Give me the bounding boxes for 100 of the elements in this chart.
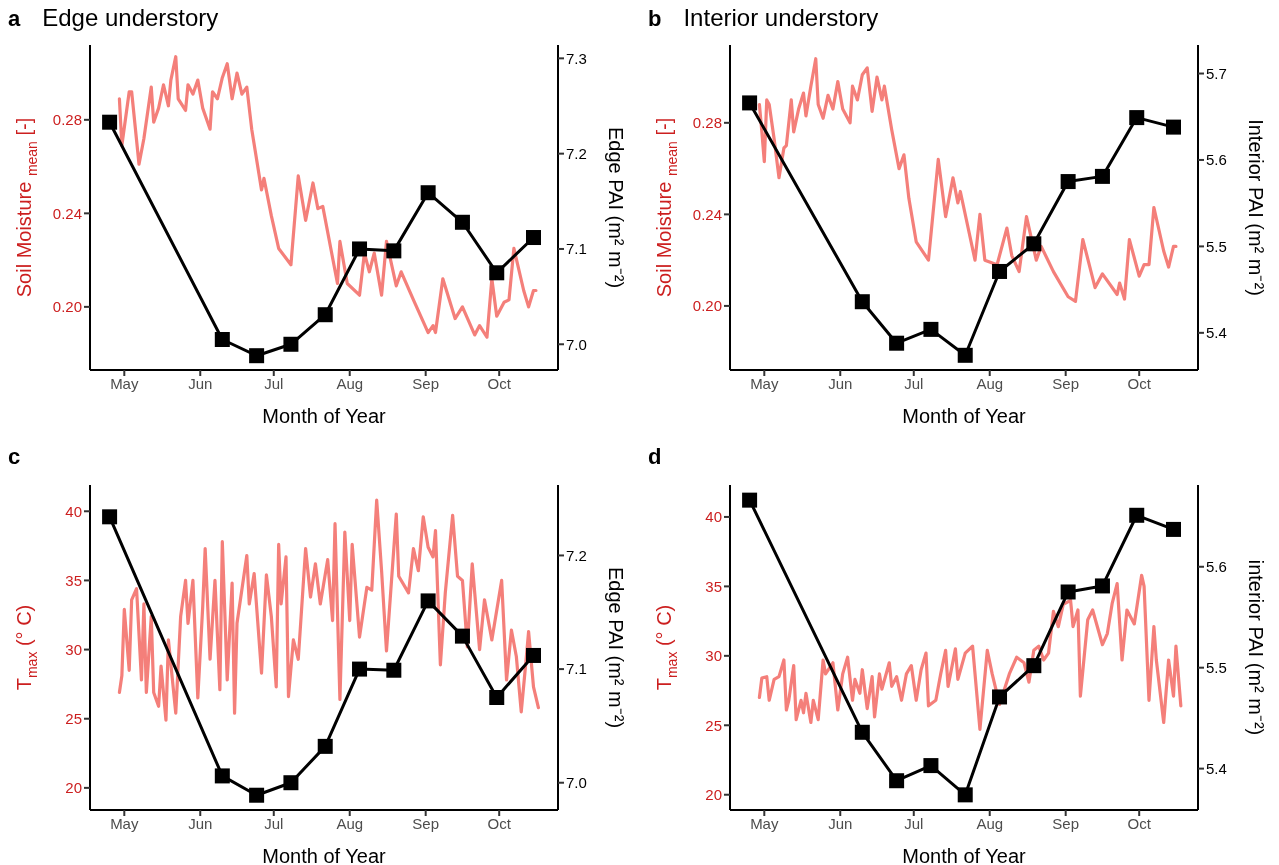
point (957, 347, 973, 363)
text: d (648, 444, 662, 470)
x-tick-label: Oct (487, 374, 512, 392)
point (1129, 110, 1145, 126)
y2-tick-label: 5.6 (1206, 151, 1227, 169)
point (1166, 119, 1181, 135)
x-tick-label: Sep (412, 814, 440, 832)
y-tick-label: 25 (65, 710, 82, 728)
x-tick-label: Jun (828, 814, 853, 832)
point (1060, 584, 1076, 600)
y-tick-label: 30 (705, 647, 722, 665)
point (889, 335, 905, 351)
point (489, 265, 505, 281)
y2-tick-label: 5.4 (1206, 324, 1227, 342)
text: b (648, 6, 662, 32)
y2-tick-label: 7.2 (566, 144, 587, 162)
text: a (8, 6, 21, 32)
point (854, 294, 870, 310)
y-tick-label: 40 (705, 508, 722, 526)
x-axis-title: Month of Year (902, 845, 1027, 865)
chart-title: Edge understory (42, 4, 219, 32)
x-tick-label: Jun (188, 814, 213, 832)
y2-tick-label: 7.1 (566, 660, 587, 678)
y-tick-label: 20 (705, 786, 722, 804)
point (489, 690, 505, 705)
x-tick-label: May (750, 374, 779, 392)
point (1026, 658, 1042, 674)
y2-tick-label: 5.7 (1206, 64, 1227, 82)
x-tick-label: Jul (264, 374, 284, 392)
point (214, 332, 230, 347)
point (249, 787, 265, 803)
point (386, 662, 402, 678)
point (957, 787, 973, 803)
y2-tick-label: 7.0 (566, 774, 587, 792)
x-tick-label: May (110, 814, 139, 832)
y-tick-label: 0.28 (692, 114, 722, 132)
x-tick-label: Jun (188, 374, 213, 392)
x-tick-label: Aug (336, 814, 364, 832)
text: c (8, 444, 21, 470)
point (923, 758, 939, 774)
x-tick-label: Aug (976, 374, 1004, 392)
point (317, 307, 333, 323)
point (992, 689, 1008, 705)
x-axis-title: Month of Year (262, 845, 387, 865)
point (1026, 236, 1042, 252)
point (992, 263, 1008, 279)
y2-tick-label: 5.4 (1206, 759, 1227, 777)
point (742, 492, 758, 508)
y-tick-label: 0.20 (692, 297, 722, 315)
y-tick-label: 0.24 (692, 205, 722, 223)
x-tick-label: Jul (904, 814, 924, 832)
y-tick-label: 35 (65, 571, 82, 589)
y2-axis-title: Edge PAI (m² m⁻²) (605, 566, 627, 729)
x-tick-label: May (750, 814, 779, 832)
y2-axis-title: interior PAI (m² m⁻²) (1245, 559, 1267, 736)
y-tick-label: 25 (705, 716, 722, 734)
chart-title: Interior understory (683, 4, 879, 32)
y2-tick-label: 7.2 (566, 546, 587, 564)
y2-tick-label: 5.5 (1206, 237, 1227, 255)
point (526, 230, 541, 246)
point (102, 509, 118, 525)
point (526, 647, 541, 663)
point (420, 593, 436, 609)
line-series (757, 573, 1183, 732)
x-tick-label: Oct (487, 814, 512, 832)
x-tick-label: Sep (1052, 814, 1080, 832)
x-tick-label: Jun (828, 374, 853, 392)
y-tick-label: 35 (705, 577, 722, 595)
x-tick-label: Jul (264, 814, 284, 832)
y-tick-label: 20 (65, 779, 82, 797)
y2-axis-title: Edge PAI (m² m⁻²) (605, 126, 627, 289)
line-series (117, 55, 538, 339)
point (249, 348, 265, 364)
y2-axis-title: Interior PAI (m² m⁻²) (1245, 119, 1267, 296)
point (102, 114, 118, 130)
point (1060, 174, 1076, 190)
x-tick-label: May (110, 374, 139, 392)
point (1166, 521, 1181, 537)
y2-tick-label: 5.6 (1206, 558, 1227, 576)
point (889, 773, 905, 789)
x-tick-label: Oct (1127, 814, 1152, 832)
y-tick-label: 0.20 (52, 298, 82, 316)
y2-tick-label: 5.5 (1206, 659, 1227, 677)
y-tick-label: 30 (65, 640, 82, 658)
x-tick-label: Aug (336, 374, 364, 392)
point (352, 241, 368, 257)
point (454, 214, 470, 230)
y2-tick-label: 7.1 (566, 240, 587, 258)
x-tick-label: Aug (976, 814, 1004, 832)
point (742, 95, 758, 111)
y-tick-label: 0.28 (52, 111, 82, 129)
x-tick-label: Sep (412, 374, 440, 392)
point (283, 775, 299, 791)
x-tick-label: Sep (1052, 374, 1080, 392)
y2-tick-label: 7.0 (566, 335, 587, 353)
point (923, 321, 939, 337)
point (386, 243, 402, 259)
point (352, 661, 368, 677)
point (454, 628, 470, 644)
point (420, 185, 436, 201)
